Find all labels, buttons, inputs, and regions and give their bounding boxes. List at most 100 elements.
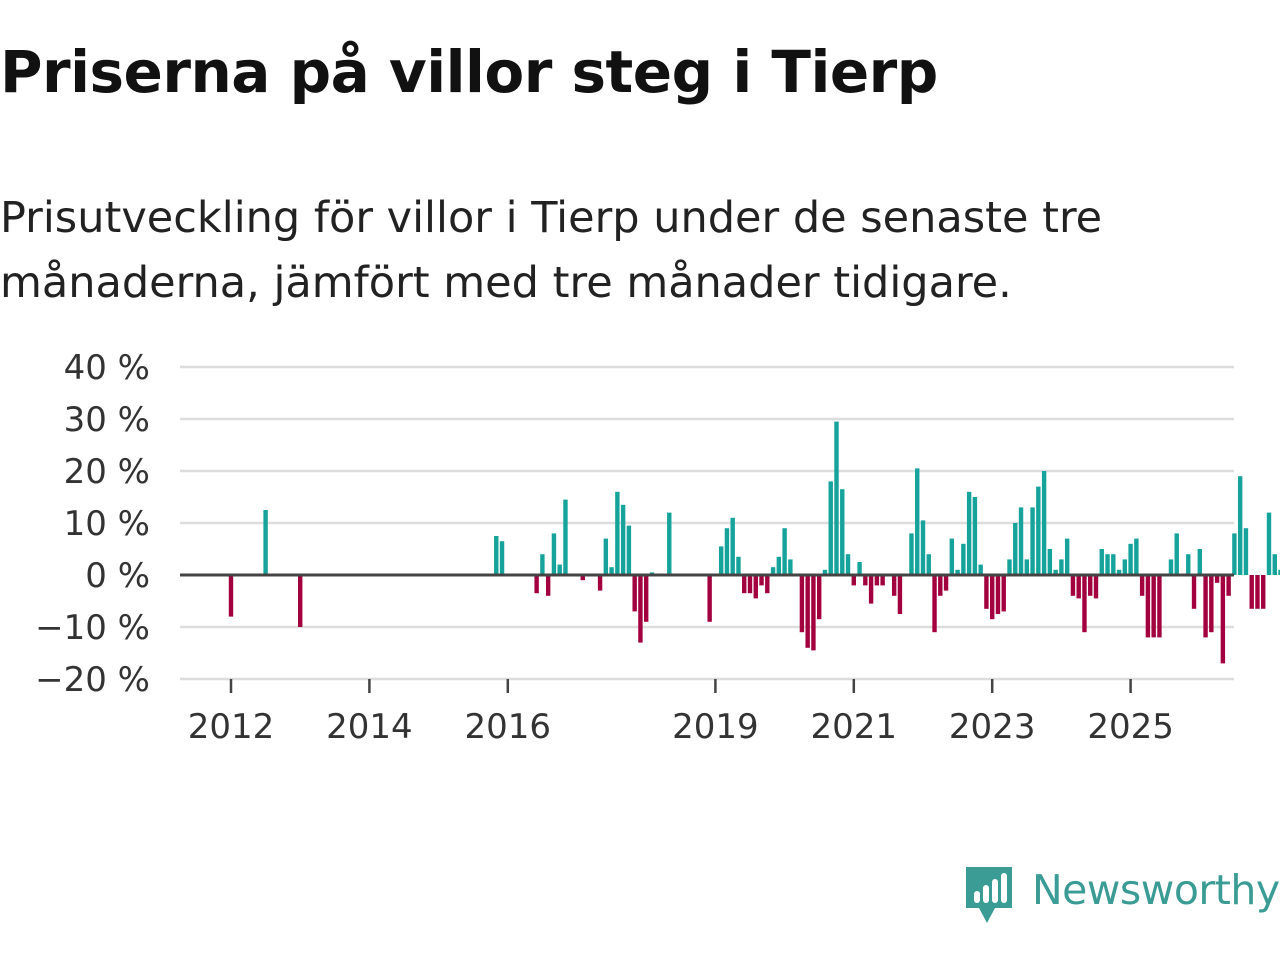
bar — [1232, 533, 1237, 575]
bar — [961, 543, 966, 575]
bar — [990, 575, 995, 620]
bar — [620, 504, 626, 575]
bar — [736, 556, 741, 575]
x-tick-label: 2012 — [188, 707, 275, 747]
bar — [897, 575, 903, 614]
bar — [1145, 575, 1151, 638]
y-tick-label: 0 % — [85, 556, 150, 596]
bar-chart: −20 %−10 %0 %10 %20 %30 %40 % 2012 2014 20… — [35, 348, 1280, 747]
bar — [1013, 523, 1018, 575]
y-tick-label: −20 % — [35, 660, 150, 700]
bar — [891, 575, 897, 596]
bar — [840, 489, 845, 575]
bar — [551, 533, 557, 575]
bar — [822, 569, 828, 575]
bar — [580, 575, 585, 581]
bar — [828, 481, 833, 575]
bar — [799, 575, 805, 633]
bar — [730, 517, 735, 575]
bar — [995, 575, 1001, 614]
brand-name: Newsworthy — [1032, 866, 1280, 914]
bar — [932, 575, 937, 633]
bar — [972, 497, 978, 575]
bar — [1220, 575, 1226, 664]
bar — [811, 575, 816, 651]
chart-subtitle: Prisutveckling för villor i Tierp under … — [0, 193, 1103, 308]
bar — [845, 554, 851, 575]
bar — [765, 575, 770, 594]
x-tick-label: 2021 — [811, 707, 898, 747]
x-tick-label: 2019 — [672, 707, 759, 747]
newsworthy-chart-logo-icon — [966, 867, 1012, 923]
bar — [563, 499, 568, 575]
bar — [851, 575, 856, 586]
bar — [926, 554, 931, 575]
bar — [788, 559, 793, 575]
bar — [228, 575, 234, 617]
bar — [1001, 575, 1006, 612]
bar — [1214, 575, 1220, 583]
bar — [1099, 549, 1104, 575]
bar — [603, 538, 609, 575]
bars — [228, 421, 1280, 664]
bar — [667, 512, 672, 575]
bar — [1093, 575, 1099, 599]
bar — [1237, 476, 1243, 575]
bar — [718, 546, 724, 575]
bar — [1128, 543, 1133, 575]
bar — [1278, 569, 1280, 575]
bar — [1191, 575, 1197, 609]
bar — [1088, 575, 1093, 596]
bar — [1243, 528, 1249, 575]
bar — [1105, 554, 1110, 575]
gridlines — [180, 365, 1234, 681]
bar — [597, 575, 603, 591]
newsworthy-logo: Newsworthy — [962, 864, 1280, 930]
bar — [863, 575, 868, 586]
chart-title: Priserna på villor steg i Tierp — [0, 38, 938, 106]
bar — [707, 575, 712, 622]
y-tick-label: −10 % — [35, 608, 150, 648]
bar — [909, 533, 914, 575]
bar — [1076, 575, 1081, 599]
bar — [1064, 538, 1070, 575]
bar — [1261, 575, 1266, 609]
bar — [955, 569, 960, 575]
bar — [978, 564, 983, 575]
bar — [263, 510, 268, 575]
x-axis: 2012 2014 2016 2019 2021 2023 2025 — [188, 679, 1174, 747]
bar — [632, 575, 637, 612]
bar — [545, 575, 551, 596]
bar — [615, 491, 620, 575]
bar — [1266, 512, 1272, 575]
bar — [747, 575, 753, 594]
bar — [776, 556, 782, 575]
x-tick-label: 2014 — [326, 707, 413, 747]
bar — [770, 567, 776, 575]
bar — [1174, 533, 1179, 575]
bar — [626, 525, 632, 575]
bar — [557, 564, 562, 575]
bar — [1139, 575, 1145, 596]
bar — [1116, 569, 1122, 575]
y-axis: −20 % −10 % 0 % 10 % 20 % 30 % 40 % — [35, 348, 150, 700]
bar — [638, 575, 643, 643]
bar — [1007, 559, 1012, 575]
bar — [499, 541, 505, 575]
bar — [609, 567, 614, 575]
bar — [1151, 575, 1156, 638]
bar — [868, 575, 874, 604]
bar — [1168, 559, 1174, 575]
y-tick-label: 40 % — [64, 348, 150, 388]
bar — [644, 575, 649, 622]
bar — [1272, 554, 1277, 575]
bar — [1018, 507, 1024, 575]
bar — [1226, 575, 1231, 596]
bar — [1059, 559, 1064, 575]
bar — [920, 520, 926, 575]
bar — [1203, 575, 1208, 638]
bar — [1209, 575, 1214, 633]
bar — [1053, 569, 1058, 575]
bar — [834, 421, 839, 575]
bar — [298, 575, 303, 627]
